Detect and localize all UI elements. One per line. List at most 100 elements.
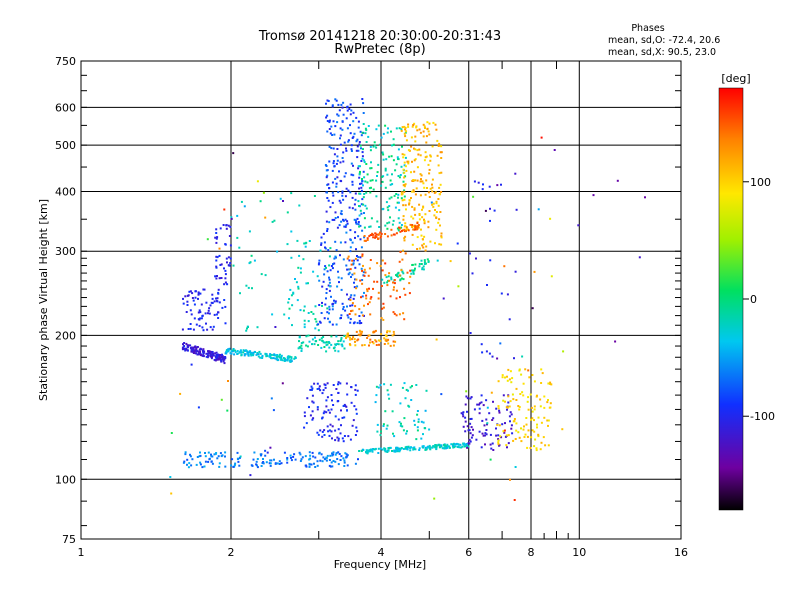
- data-point: [296, 299, 299, 302]
- data-point: [192, 328, 195, 331]
- data-point: [332, 460, 335, 462]
- data-point: [337, 270, 339, 273]
- data-point: [339, 137, 341, 140]
- data-point: [431, 186, 434, 189]
- data-point: [350, 276, 352, 278]
- data-point: [208, 458, 211, 461]
- data-point: [412, 189, 415, 192]
- data-point: [404, 126, 407, 129]
- data-point: [427, 261, 430, 263]
- data-point: [403, 237, 406, 240]
- data-point: [368, 334, 371, 337]
- data-point: [269, 355, 272, 358]
- data-point: [450, 443, 453, 446]
- data-point: [333, 165, 336, 168]
- data-point: [414, 135, 417, 138]
- data-point: [392, 143, 395, 146]
- data-point: [357, 221, 360, 223]
- data-point: [230, 464, 233, 467]
- data-point: [286, 458, 289, 461]
- data-point: [455, 442, 458, 445]
- data-point: [328, 281, 331, 284]
- data-point: [198, 309, 201, 312]
- data-point: [346, 464, 349, 467]
- data-point: [460, 412, 463, 415]
- data-point: [481, 188, 484, 191]
- data-point: [369, 225, 372, 228]
- data-point: [205, 301, 208, 304]
- data-point: [314, 305, 317, 308]
- data-point: [416, 225, 419, 228]
- colorbar: [718, 87, 744, 511]
- colorbar-tick-label: -100: [750, 410, 775, 423]
- data-point: [408, 203, 410, 206]
- data-point: [186, 458, 189, 461]
- data-point: [193, 346, 196, 349]
- data-point: [507, 368, 510, 371]
- data-point: [372, 236, 375, 239]
- data-point: [350, 162, 353, 165]
- data-point: [360, 182, 363, 185]
- data-point: [424, 448, 427, 451]
- data-point: [533, 430, 536, 433]
- data-point: [362, 271, 365, 274]
- data-point: [262, 462, 265, 465]
- data-point: [377, 386, 380, 389]
- data-point: [395, 289, 398, 292]
- data-point: [530, 406, 533, 409]
- data-point: [336, 176, 339, 179]
- data-point: [446, 445, 449, 448]
- data-point: [404, 204, 407, 207]
- data-point: [503, 265, 506, 268]
- data-point: [215, 351, 218, 354]
- data-point: [418, 263, 421, 265]
- data-point: [354, 198, 357, 201]
- x-tick-label: 10: [572, 546, 586, 559]
- data-point: [200, 354, 202, 357]
- data-point: [329, 206, 332, 209]
- data-point: [407, 123, 410, 126]
- data-point: [379, 265, 382, 267]
- data-point: [339, 432, 342, 435]
- data-point: [433, 497, 436, 500]
- data-point: [423, 263, 426, 265]
- data-point: [318, 262, 321, 265]
- data-point: [349, 299, 352, 301]
- data-point: [286, 243, 289, 246]
- data-point: [418, 449, 421, 451]
- data-point: [336, 121, 339, 124]
- data-point: [349, 321, 352, 324]
- data-point: [401, 145, 403, 148]
- data-point: [369, 338, 372, 341]
- data-point: [343, 175, 346, 178]
- data-point: [416, 149, 419, 152]
- data-point: [539, 405, 542, 408]
- data-point: [398, 449, 401, 452]
- data-point: [513, 418, 516, 420]
- data-point: [215, 228, 218, 231]
- data-point: [221, 358, 224, 360]
- data-point: [325, 210, 328, 213]
- data-point: [224, 352, 227, 355]
- data-point: [478, 402, 481, 405]
- data-point: [347, 335, 350, 338]
- data-point: [509, 478, 511, 481]
- data-point: [399, 230, 402, 233]
- data-point: [365, 207, 368, 210]
- data-point: [495, 407, 498, 410]
- data-point: [334, 460, 337, 463]
- data-point: [319, 429, 322, 432]
- data-point: [192, 299, 195, 302]
- data-point: [347, 268, 350, 271]
- data-point: [309, 454, 312, 457]
- data-point: [509, 400, 512, 403]
- data-point: [394, 206, 397, 209]
- data-point: [268, 462, 271, 465]
- data-point: [429, 155, 432, 158]
- data-point: [319, 459, 322, 462]
- data-point: [404, 397, 407, 400]
- data-point: [377, 233, 380, 236]
- data-point: [345, 117, 348, 120]
- data-point: [328, 255, 331, 258]
